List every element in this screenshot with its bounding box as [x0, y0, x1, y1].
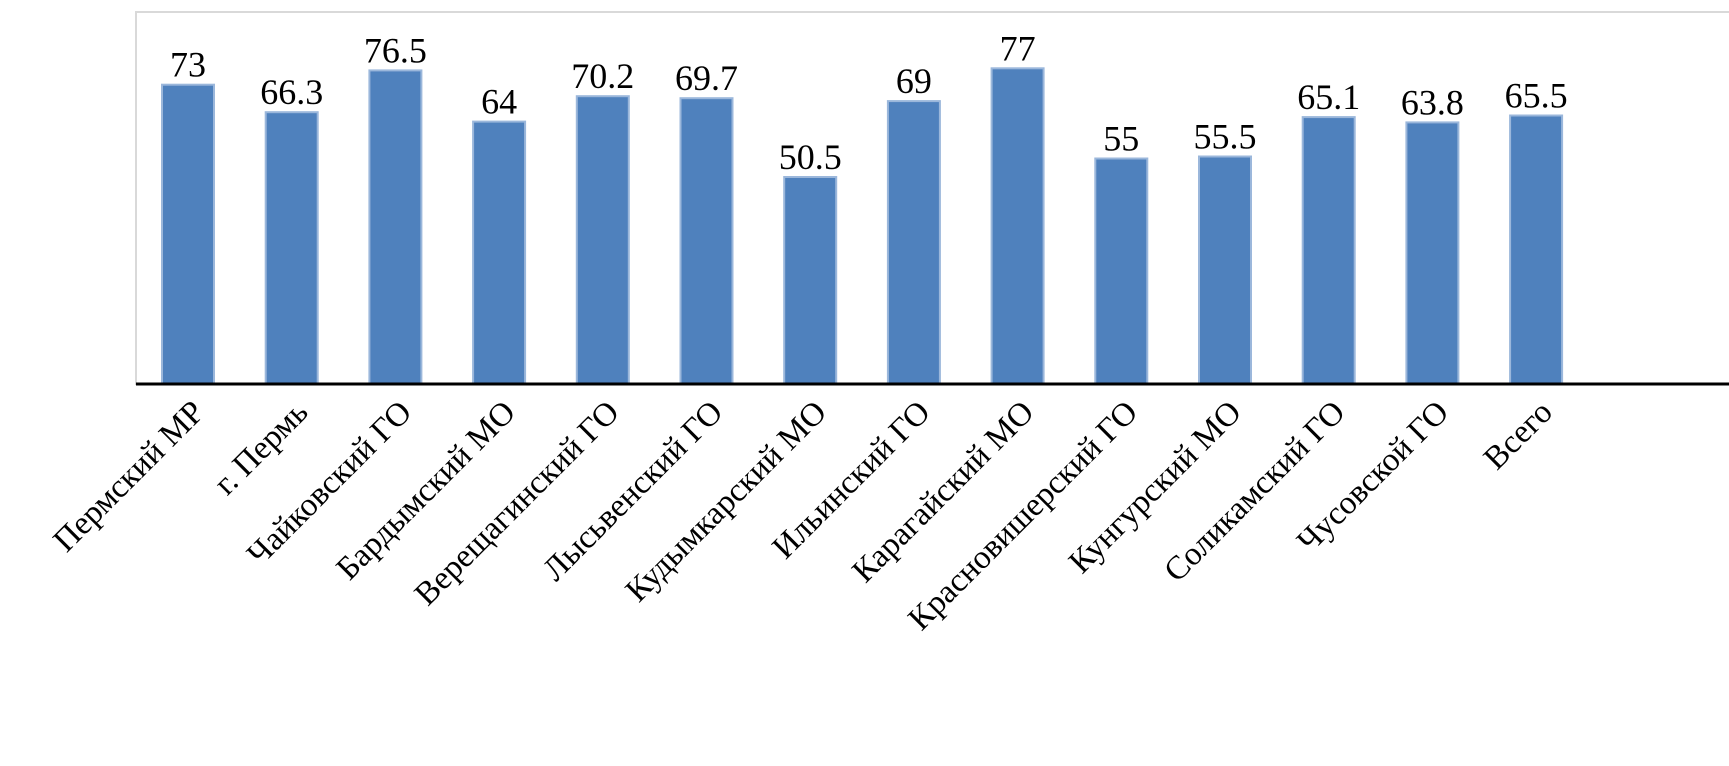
bar-value-label: 64 — [481, 82, 517, 122]
bar-value-label: 55.5 — [1194, 117, 1257, 157]
bar — [575, 95, 630, 385]
bar — [161, 83, 215, 385]
bar — [1198, 155, 1252, 385]
x-tick-label: Всего — [1477, 394, 1560, 477]
bar-value-label: 65.1 — [1297, 77, 1360, 117]
bar — [679, 97, 734, 385]
bar-value-label: 55 — [1103, 119, 1139, 159]
bar-value-label: 50.5 — [779, 137, 842, 177]
x-tick-label: Соликамский ГО — [1157, 394, 1352, 589]
x-tick-label: Пермский МР — [47, 394, 212, 559]
bar — [472, 120, 527, 385]
bar — [990, 67, 1045, 386]
bar — [1094, 157, 1149, 385]
bar-value-label: 69.7 — [675, 58, 738, 98]
x-tick-label: г. Пермь — [207, 394, 315, 502]
bar-value-label: 65.5 — [1505, 76, 1568, 116]
bar — [368, 69, 423, 386]
bar — [1301, 116, 1356, 385]
bar — [264, 111, 319, 385]
x-tick-label: Кудымкарский МО — [619, 394, 834, 609]
bar-value-label: 77 — [1000, 28, 1036, 68]
x-tick-label: Карагайский МО — [846, 394, 1042, 590]
bar-value-label: 76.5 — [364, 30, 427, 70]
x-tick-label: Верещагинский ГО — [408, 394, 627, 613]
bar — [1509, 114, 1564, 385]
bar — [886, 100, 941, 385]
bar-value-label: 69 — [896, 61, 932, 101]
bar-value-label: 63.8 — [1401, 82, 1464, 122]
x-tick-label: Бардымский МО — [330, 394, 523, 587]
bar — [783, 176, 838, 385]
bar — [1405, 121, 1460, 386]
value-labels-group: 73 66.3 76.5 64 70.2 69.7 50.5 69 77 55 55.5 65.1 63… — [170, 28, 1568, 177]
bar-value-label: 70.2 — [571, 56, 634, 96]
x-tick-label: Лысьвенский ГО — [536, 394, 730, 588]
bars-group — [161, 67, 1564, 386]
bar-value-label: 66.3 — [260, 72, 323, 112]
bar-value-label: 73 — [170, 45, 206, 85]
